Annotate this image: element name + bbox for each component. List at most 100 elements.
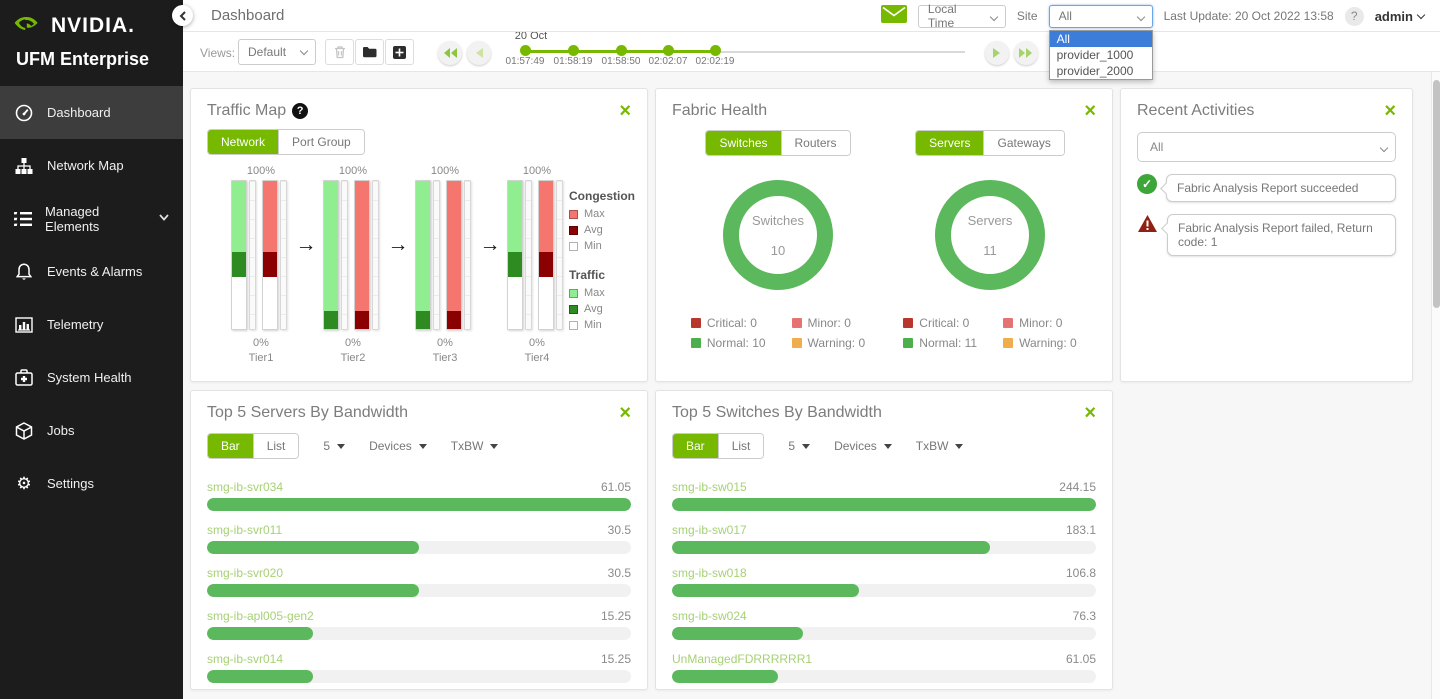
scrollbar-thumb[interactable] xyxy=(1433,80,1440,308)
count-dropdown[interactable]: 5 xyxy=(788,439,811,453)
chart-icon xyxy=(14,316,34,333)
close-icon[interactable]: × xyxy=(619,100,631,122)
sidebar-item-settings[interactable]: ⚙ Settings xyxy=(0,457,183,510)
site-option-provider-2000[interactable]: provider_2000 xyxy=(1056,63,1134,78)
close-icon[interactable]: × xyxy=(1084,402,1096,424)
timeline-tick-label: 02:02:19 xyxy=(695,56,735,67)
arrow-right-icon: → xyxy=(387,233,409,256)
site-option-provider-1000[interactable]: provider_1000 xyxy=(1056,47,1134,62)
servers-donut-chart[interactable]: Servers 11 xyxy=(935,180,1045,290)
site-option-all[interactable]: All xyxy=(1049,30,1152,47)
switches-donut-chart[interactable]: Switches 10 xyxy=(723,180,833,290)
sidebar-item-label: Network Map xyxy=(47,158,124,173)
tab-list[interactable]: List xyxy=(252,434,299,458)
metric-dropdown[interactable]: TxBW xyxy=(916,439,964,453)
activities-filter-select[interactable]: All xyxy=(1137,132,1396,162)
activity-message[interactable]: Fabric Analysis Report succeeded xyxy=(1166,174,1396,202)
scale-ruler xyxy=(525,180,532,330)
legend-swatch xyxy=(903,338,914,348)
timeline-fast-backward-button[interactable] xyxy=(438,41,462,65)
nvidia-logo-icon xyxy=(14,12,44,39)
tab-bar[interactable]: Bar xyxy=(208,434,253,458)
timeline-point[interactable] xyxy=(616,45,627,56)
views-select[interactable]: Default xyxy=(238,39,316,65)
timeline-point[interactable] xyxy=(568,45,579,56)
sidebar-item-network-map[interactable]: Network Map xyxy=(0,139,183,192)
timeline-point[interactable] xyxy=(663,45,674,56)
legend-label: Critical: 0 xyxy=(919,316,970,330)
timeline-step-forward-button[interactable] xyxy=(985,41,1009,65)
type-dropdown[interactable]: Devices xyxy=(834,439,892,453)
sidebar-item-label: System Health xyxy=(47,370,132,385)
help-icon[interactable]: ? xyxy=(292,103,309,119)
timeline-fast-forward-button[interactable] xyxy=(1014,41,1038,65)
device-link[interactable]: smg-ib-svr011 xyxy=(207,523,283,537)
chevron-down-icon[interactable] xyxy=(159,213,169,224)
tab-network[interactable]: Network xyxy=(208,130,279,154)
device-link[interactable]: UnManagedFDRRRRRR1 xyxy=(672,652,813,666)
device-link[interactable]: smg-ib-svr020 xyxy=(207,566,284,580)
tab-gateways[interactable]: Gateways xyxy=(983,131,1064,155)
sidebar-item-label: Dashboard xyxy=(47,105,111,120)
site-select[interactable]: All All provider_1000 provider_2000 xyxy=(1048,4,1153,80)
sidebar-item-dashboard[interactable]: Dashboard xyxy=(0,86,183,139)
tab-bar[interactable]: Bar xyxy=(673,434,718,458)
tab-servers[interactable]: Servers xyxy=(916,131,984,155)
scale-ruler xyxy=(464,180,471,330)
timeline-tick-label: 01:58:19 xyxy=(553,56,593,67)
device-link[interactable]: smg-ib-svr034 xyxy=(207,480,284,494)
device-link[interactable]: smg-ib-svr014 xyxy=(207,652,284,666)
filter-value: All xyxy=(1150,140,1164,154)
mail-icon[interactable] xyxy=(880,4,907,28)
user-menu[interactable]: admin xyxy=(1375,9,1426,24)
close-icon[interactable]: × xyxy=(1084,100,1096,122)
sidebar-item-label: Jobs xyxy=(47,423,75,438)
legend-label: Warning: 0 xyxy=(807,336,866,350)
timeline-point[interactable] xyxy=(520,45,531,56)
success-icon: ✓ xyxy=(1137,174,1157,194)
legend-label: Max xyxy=(584,287,605,299)
views-label: Views: xyxy=(200,46,236,60)
activity-message[interactable]: Fabric Analysis Report failed, Return co… xyxy=(1167,214,1396,256)
close-icon[interactable]: × xyxy=(619,402,631,424)
timeline-point[interactable] xyxy=(710,45,721,56)
sidebar-nav: Dashboard Network Map Managed Elements xyxy=(0,86,183,510)
delete-view-button[interactable] xyxy=(325,39,354,65)
bandwidth-bar xyxy=(207,498,631,511)
cube-icon xyxy=(14,421,34,440)
bandwidth-value: 30.5 xyxy=(607,566,631,580)
count-dropdown[interactable]: 5 xyxy=(323,439,346,453)
device-link[interactable]: smg-ib-sw017 xyxy=(672,523,747,537)
tab-list[interactable]: List xyxy=(717,434,764,458)
sidebar-item-telemetry[interactable]: Telemetry xyxy=(0,298,183,351)
sitemap-icon xyxy=(14,157,34,175)
sidebar-item-label: Managed Elements xyxy=(45,203,100,234)
device-link[interactable]: smg-ib-apl005-gen2 xyxy=(207,609,314,623)
metric-dropdown[interactable]: TxBW xyxy=(451,439,499,453)
sidebar-item-events-alarms[interactable]: Events & Alarms xyxy=(0,245,183,298)
help-button[interactable]: ? xyxy=(1344,6,1364,26)
close-icon[interactable]: × xyxy=(1384,100,1396,122)
open-view-button[interactable] xyxy=(355,39,384,65)
gear-icon: ⚙ xyxy=(16,474,32,493)
device-link[interactable]: smg-ib-sw024 xyxy=(672,609,747,623)
device-link[interactable]: smg-ib-sw018 xyxy=(672,566,747,580)
sidebar-collapse-button[interactable] xyxy=(172,5,193,26)
add-view-button[interactable] xyxy=(385,39,414,65)
sidebar-item-jobs[interactable]: Jobs xyxy=(0,404,183,457)
sidebar-item-managed-elements[interactable]: Managed Elements xyxy=(0,192,183,245)
bandwidth-row: smg-ib-svr011 30.5 xyxy=(207,523,631,554)
scale-ruler xyxy=(341,180,348,330)
bandwidth-value: 30.5 xyxy=(607,523,631,537)
sidebar-item-system-health[interactable]: System Health xyxy=(0,351,183,404)
caret-down-icon xyxy=(802,443,811,449)
type-dropdown[interactable]: Devices xyxy=(369,439,427,453)
panel-title: Top 5 Switches By Bandwidth xyxy=(672,404,882,421)
caret-down-icon xyxy=(955,443,964,449)
tab-switches[interactable]: Switches xyxy=(706,131,781,155)
timeline-step-backward-button[interactable] xyxy=(467,41,491,65)
time-mode-select[interactable]: Local Time xyxy=(917,2,1006,30)
tab-routers[interactable]: Routers xyxy=(780,131,850,155)
tab-port-group[interactable]: Port Group xyxy=(278,130,364,154)
device-link[interactable]: smg-ib-sw015 xyxy=(672,480,747,494)
